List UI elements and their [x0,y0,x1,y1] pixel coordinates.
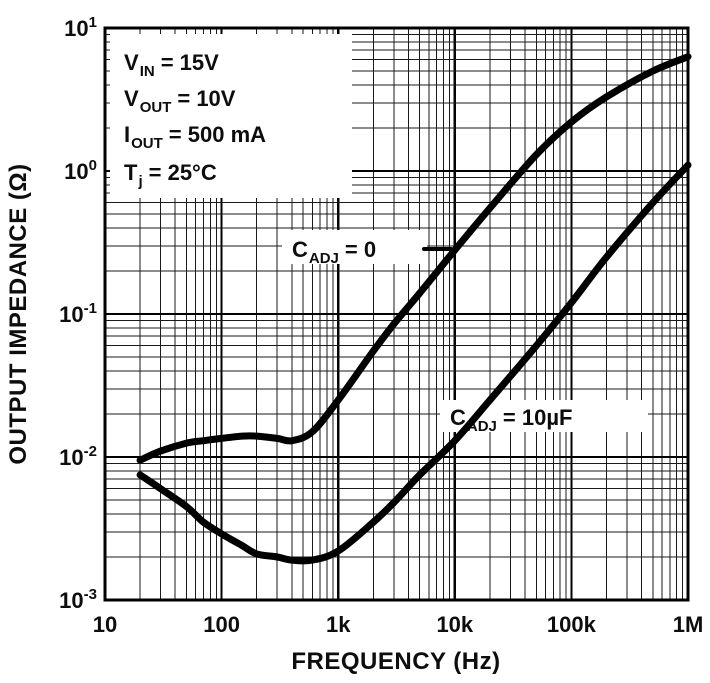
curve-label-cadj10uf: CADJ = 10µF [450,405,572,435]
y-axis-title: OUTPUT IMPEDANCE (Ω) [5,163,32,464]
curves [136,53,692,565]
conditions-box-mask [110,34,352,198]
x-tick-label: 10 [93,612,117,637]
x-tick-label: 100k [547,612,597,637]
label-masks [110,34,648,432]
condition-tj: Tj = 25°C [124,160,217,190]
y-tick-label: 100 [64,157,97,184]
cadj0-label-mask [282,230,427,264]
static-text-layer: VIN = 15V VOUT = 10V IOUT = 500 mA Tj = 25°C… [5,50,572,675]
plot-frame [103,26,690,602]
curve-cadj-10uf [136,161,692,565]
y-tick-label: 101 [64,14,97,41]
y-tick-label: 10-2 [59,443,97,470]
x-tick-label: 10k [436,612,473,637]
x-tick-label: 1M [673,612,704,637]
condition-iout: IOUT = 500 mA [124,122,266,152]
y-tick-label: 10-3 [59,586,97,613]
condition-vout: VOUT = 10V [124,86,236,116]
x-tick-label: 100 [203,612,240,637]
tick-labels: 10 100 1k 10k 100k 1M 101 100 10-1 10-2 10-3 [59,14,703,637]
y-tick-label: 10-1 [59,300,97,327]
curve-label-cadj0: CADJ = 0 [292,237,376,267]
x-tick-label: 1k [326,612,351,637]
x-axis-title: FREQUENCY (Hz) [291,648,500,675]
condition-vin: VIN = 15V [124,50,219,80]
curve-cadj-0 [136,53,692,464]
